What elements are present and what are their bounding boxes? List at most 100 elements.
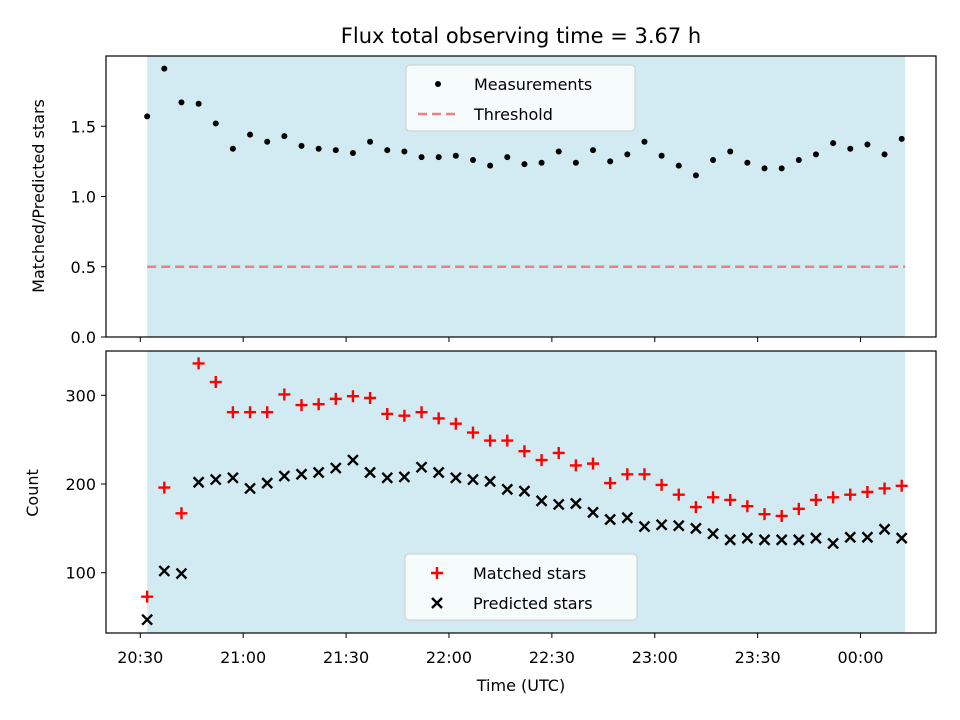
ratio-panel: 0.0 0.5 1.0 1.5 Measurements Threshold [71,55,937,347]
data-point [161,65,168,72]
data-point [367,138,374,145]
data-point [195,100,202,107]
data-point [624,151,631,158]
data-point [621,511,634,524]
data-point [315,145,322,152]
data-point [312,466,325,479]
legend-label: Predicted stars [473,594,593,613]
data-point [261,477,274,489]
data-point [604,513,617,526]
data-point [741,500,754,513]
data-point [741,532,754,544]
data-point [655,478,668,491]
legend-label: Measurements [474,75,592,94]
data-point [569,459,582,472]
data-point [278,388,291,401]
x-tick-label: 00:00 [837,648,883,667]
data-point [501,434,514,447]
data-point [878,523,891,536]
count-panel: 20:30 21:00 21:30 22:00 22:30 23:00 23:30 00:00… [65,350,937,667]
data-point [518,445,531,458]
data-point [638,468,651,481]
data-point [484,434,497,447]
data-point [792,502,805,515]
legend-box [404,553,638,621]
data-point [192,476,205,489]
data-point [432,466,445,479]
y-tick-label: 1.0 [71,188,96,207]
data-point [675,162,682,169]
data-point [587,506,599,519]
y-tick-label: 1.5 [71,117,96,136]
data-point [332,147,339,154]
data-point [689,501,702,514]
data-point [298,142,305,149]
data-point [775,534,788,546]
data-point [672,488,685,501]
data-point [621,468,634,481]
data-point [535,495,548,507]
y-tick-label: 200 [65,475,96,494]
data-point [469,156,476,163]
data-point [415,461,428,474]
x-tick-label: 20:30 [117,648,163,667]
data-point [264,138,271,145]
data-point [761,165,768,172]
data-point [244,482,256,495]
data-point [381,407,394,420]
data-point [398,471,411,483]
data-point [830,140,837,147]
data-point [812,151,819,158]
data-point [226,406,239,419]
data-point [864,141,871,148]
data-point [452,152,459,159]
data-point [572,159,579,166]
data-point [501,483,514,496]
data-point [158,481,171,494]
data-point [158,565,171,577]
data-point [827,491,840,504]
data-point [466,426,479,439]
data-point [229,145,236,152]
axes-frame [105,350,937,634]
data-point [535,454,548,467]
data-point [144,113,151,120]
data-point [212,120,219,127]
data-point [707,527,719,540]
data-point [555,148,562,155]
x-tick-label: 21:00 [220,648,266,667]
data-point [504,154,511,161]
data-point [724,493,737,506]
data-point [347,454,359,466]
data-point [792,534,805,546]
data-point [744,159,751,166]
legend-swatch [431,597,443,609]
x-tick-label: 23:30 [735,648,781,667]
data-point [312,398,325,411]
data-point [552,498,565,511]
y-tick-label: 0.5 [71,258,96,277]
y-tick-label: 100 [65,564,96,583]
data-point [895,532,908,544]
bottom-y-axis-label: Count [23,469,42,517]
data-point [552,446,565,459]
data-point [878,482,891,495]
data-point [364,392,377,404]
data-point [467,473,479,486]
data-point [349,149,356,156]
data-point [810,532,822,544]
data-point [295,399,308,412]
data-point [727,148,734,155]
data-point [418,154,425,161]
data-point [861,486,874,498]
x-axis-label: Time (UTC) [476,676,565,695]
data-point [484,475,496,488]
data-point [604,477,617,490]
data-point [281,133,288,140]
data-point [175,507,188,520]
data-point [227,471,239,484]
legend-label: Matched stars [473,564,586,583]
legend-swatch [435,81,441,87]
legend-box [405,64,636,132]
data-point [329,392,342,405]
